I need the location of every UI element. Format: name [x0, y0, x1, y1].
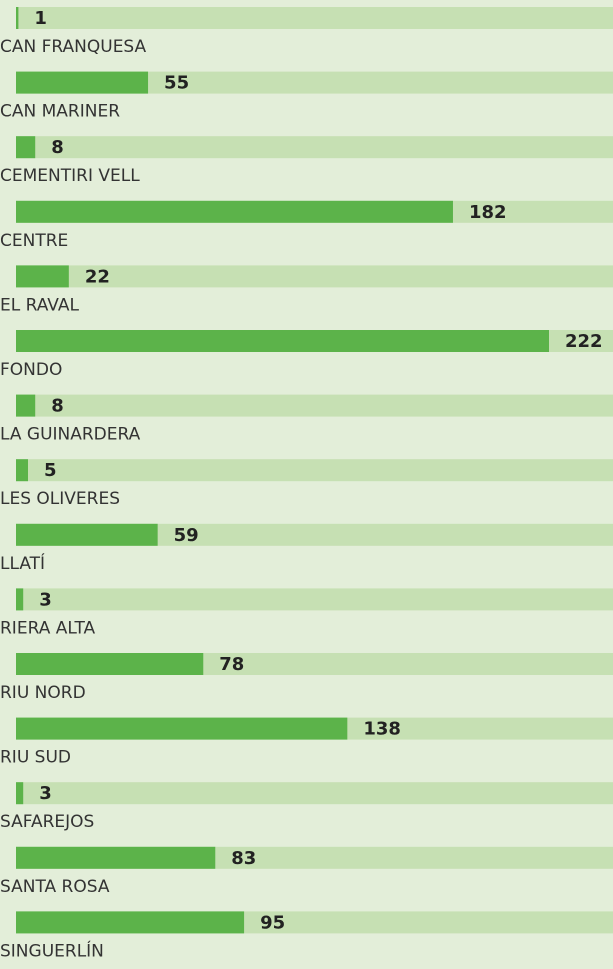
category-label: SINGUERLÍN	[0, 939, 104, 961]
bar	[16, 459, 29, 482]
value-label: 55	[164, 73, 189, 94]
category-label: CENTRE	[0, 231, 68, 251]
value-label: 1	[34, 8, 47, 29]
bar	[16, 782, 24, 805]
category-label: EL RAVAL	[0, 295, 79, 315]
bar	[16, 653, 204, 675]
bar	[16, 330, 549, 352]
bar-track	[16, 588, 613, 611]
bar	[16, 71, 149, 94]
value-label: 8	[51, 137, 64, 158]
category-label: CAN MARINER	[0, 102, 120, 122]
value-label: 78	[219, 654, 244, 675]
bar-track	[16, 394, 613, 417]
value-label: 95	[260, 912, 285, 933]
bar-track	[16, 136, 613, 159]
value-label: 182	[469, 202, 507, 223]
category-label: FONDO	[0, 360, 62, 380]
category-label: CAN FRANQUESA	[0, 37, 147, 57]
category-label: SAFAREJOS	[0, 812, 94, 832]
bar	[16, 717, 348, 740]
bar-track	[16, 7, 613, 29]
bar-track	[16, 265, 613, 288]
bar	[16, 394, 36, 417]
bar-track	[16, 459, 613, 482]
category-label: LLATÍ	[0, 552, 45, 574]
value-label: 138	[363, 719, 401, 740]
category-label: SANTA ROSA	[0, 877, 110, 897]
category-label: RIU SUD	[0, 748, 71, 768]
bar-track	[16, 782, 613, 805]
category-label: LA GUINARDERA	[0, 425, 141, 445]
value-label: 3	[39, 783, 52, 804]
category-label: LES OLIVERES	[0, 489, 120, 509]
value-label: 222	[565, 331, 603, 352]
bar	[16, 136, 36, 159]
bar	[16, 200, 453, 223]
value-label: 5	[44, 460, 57, 481]
value-label: 3	[39, 589, 52, 610]
bar	[16, 846, 216, 869]
category-label: CEMENTIRI VELL	[0, 166, 140, 186]
bar	[16, 911, 245, 934]
bar	[16, 7, 19, 29]
category-label: RIERA ALTA	[0, 618, 96, 638]
bar-track	[16, 523, 613, 546]
value-label: 8	[51, 396, 64, 417]
value-label: 83	[231, 848, 256, 869]
bar	[16, 523, 158, 546]
bar-track	[16, 71, 613, 94]
bar	[16, 588, 24, 611]
value-label: 59	[174, 525, 199, 546]
category-label: RIU NORD	[0, 683, 86, 703]
value-label: 22	[85, 266, 110, 287]
bar	[16, 265, 69, 288]
